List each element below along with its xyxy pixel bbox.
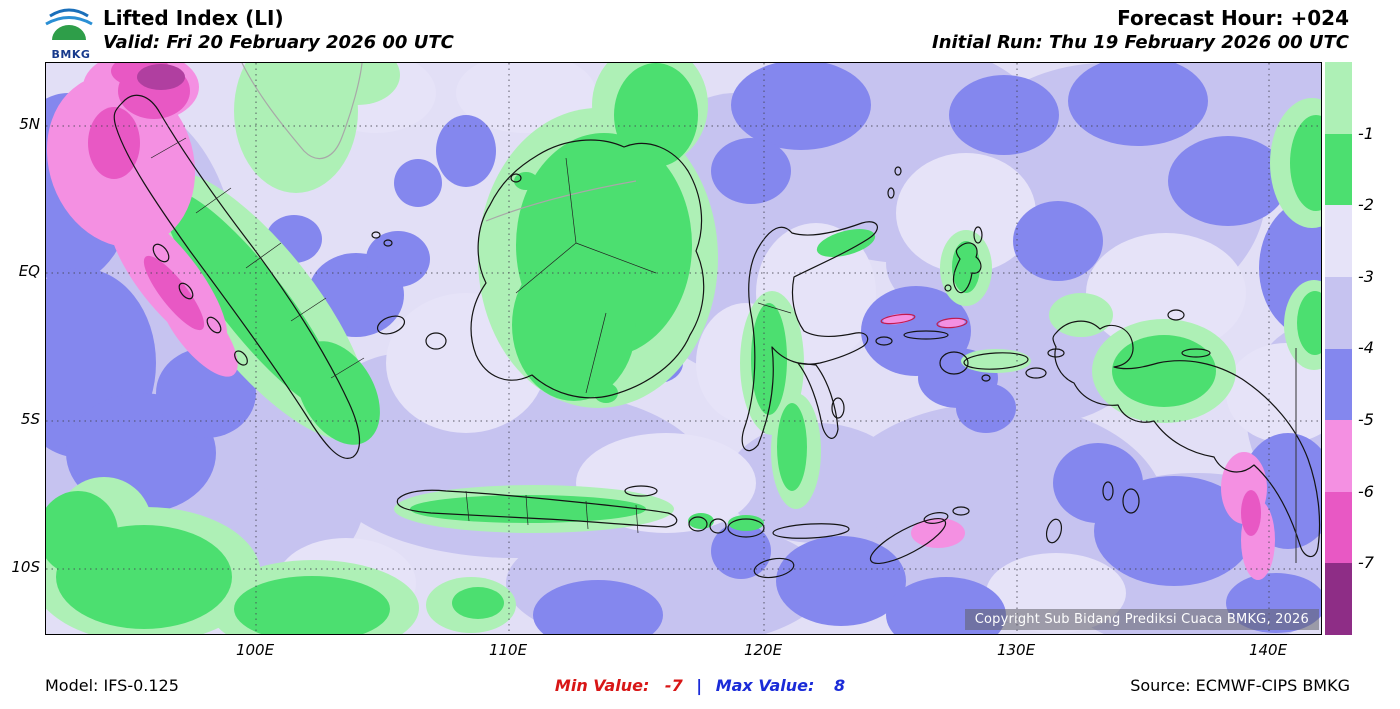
island-sulawesi — [741, 221, 878, 452]
bmkg-logo-label: BMKG — [51, 48, 91, 61]
island-madura — [624, 485, 658, 497]
y-tick-eq: EQ — [18, 262, 40, 280]
y-tick-5s: 5S — [20, 410, 40, 428]
island-sula — [903, 330, 949, 340]
x-tick-120e: 120E — [743, 641, 783, 659]
x-tick-110e: 110E — [488, 641, 528, 659]
colorbar-block-2 — [1325, 205, 1352, 277]
island-sumba — [753, 557, 795, 579]
colorbar-block-3 — [1325, 276, 1352, 349]
colorbar-block-0 — [1325, 62, 1352, 134]
colorbar-tick-6: -6 — [1358, 482, 1374, 501]
colorbar-tick-7: -7 — [1358, 553, 1374, 572]
colorbar-tick-2: -2 — [1358, 195, 1374, 214]
graticule — [46, 63, 1321, 634]
page-title: Lifted Index (LI) — [103, 6, 284, 30]
foreign-borders — [241, 63, 637, 222]
island-bangka — [376, 315, 406, 335]
x-tick-100e: 100E — [235, 641, 275, 659]
y-tick-5n: 5N — [19, 115, 40, 133]
bmkg-logo-icon — [45, 8, 93, 40]
island-aru — [1122, 488, 1140, 514]
li-field-svg — [46, 63, 1321, 634]
island-java — [396, 489, 678, 528]
copyright-overlay: Copyright Sub Bidang Prediksi Cuaca BMKG… — [964, 609, 1319, 630]
colorbar-tick-3: -3 — [1358, 267, 1374, 286]
island-mentawai — [152, 243, 170, 263]
x-tick-140e: 140E — [1248, 641, 1288, 659]
colorbar-block-4 — [1325, 348, 1352, 421]
bmkg-logo: BMKG — [42, 2, 100, 61]
min-value: -7 — [664, 676, 683, 695]
island-biak — [1167, 309, 1185, 321]
field-red-contours — [880, 313, 968, 329]
island-lombok — [709, 518, 727, 534]
island-halmahera — [952, 242, 982, 294]
minmax-separator: | — [696, 676, 703, 695]
colorbar-block-1 — [1325, 133, 1352, 206]
colorbar-block-7 — [1325, 563, 1352, 635]
colorbar-block-5 — [1325, 420, 1352, 492]
li-map: Copyright Sub Bidang Prediksi Cuaca BMKG… — [45, 62, 1322, 635]
island-timor — [869, 518, 947, 564]
island-buru — [939, 351, 969, 375]
source-text: Source: ECMWF-CIPS BMKG — [1130, 676, 1350, 695]
max-value: 8 — [833, 676, 846, 695]
island-papua — [1052, 320, 1321, 558]
province-borders — [150, 137, 792, 534]
island-tanimbar — [1045, 518, 1063, 544]
island-kai — [1102, 481, 1114, 501]
island-sulawesi-se-arm — [797, 362, 839, 439]
island-buton — [831, 397, 845, 419]
field-green — [46, 63, 1321, 634]
colorbar-tick-1: -1 — [1358, 124, 1374, 143]
island-seram — [963, 352, 1029, 370]
colorbar-block-6 — [1325, 491, 1352, 564]
min-value-label: Min Value: — [554, 676, 650, 695]
field-dark-magenta — [137, 64, 185, 90]
valid-time-text: Valid: Fri 20 February 2026 00 UTC — [103, 32, 454, 53]
x-tick-130e: 130E — [996, 641, 1036, 659]
model-text: Model: IFS-0.125 — [45, 676, 179, 695]
island-flores — [772, 523, 850, 539]
island-sumatra — [113, 94, 361, 459]
coastlines — [113, 94, 1321, 579]
y-tick-10s: 10S — [11, 558, 40, 576]
island-banggai — [875, 336, 893, 346]
colorbar-tick-4: -4 — [1358, 338, 1374, 357]
minmax-text: Min Value: -7 | Max Value: 8 — [0, 676, 1400, 695]
island-kalimantan — [470, 139, 705, 399]
colorbar-tick-5: -5 — [1358, 410, 1374, 429]
colorbar — [1325, 62, 1352, 635]
max-value-label: Max Value: — [715, 676, 815, 695]
island-sumbawa — [727, 518, 765, 538]
island-bali — [688, 516, 708, 532]
initial-run-text: Initial Run: Thu 19 February 2026 00 UTC — [932, 32, 1349, 53]
island-belitung — [425, 332, 447, 350]
island-yapen — [1181, 348, 1211, 358]
forecast-hour-text: Forecast Hour: +024 — [1117, 6, 1349, 30]
